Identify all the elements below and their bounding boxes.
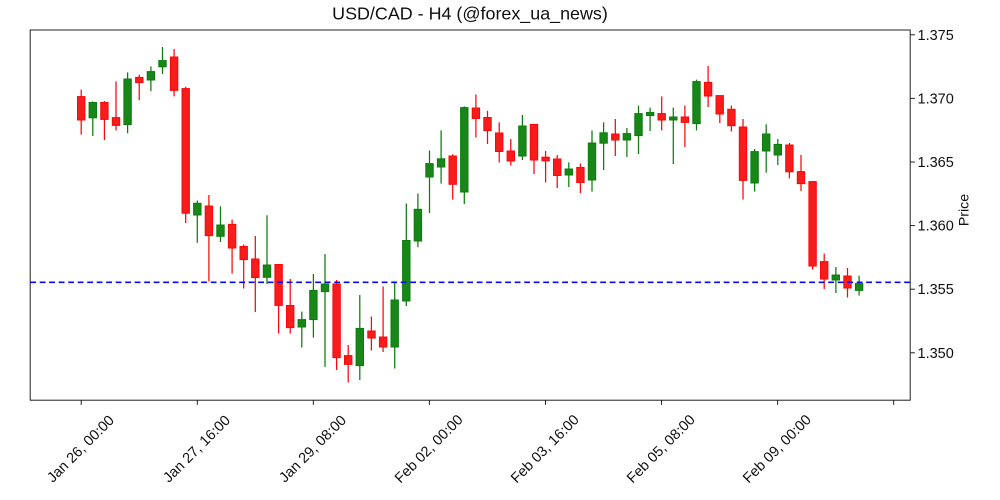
svg-text:USD/CAD - H4 (@forex_ua_news): USD/CAD - H4 (@forex_ua_news) (332, 3, 608, 24)
svg-text:1.375: 1.375 (918, 28, 954, 44)
svg-text:1.360: 1.360 (918, 219, 954, 235)
svg-text:1.355: 1.355 (918, 282, 954, 298)
svg-text:1.365: 1.365 (918, 155, 954, 171)
svg-text:1.370: 1.370 (918, 91, 954, 107)
svg-text:Price: Price (957, 194, 973, 226)
svg-text:1.350: 1.350 (918, 346, 954, 362)
